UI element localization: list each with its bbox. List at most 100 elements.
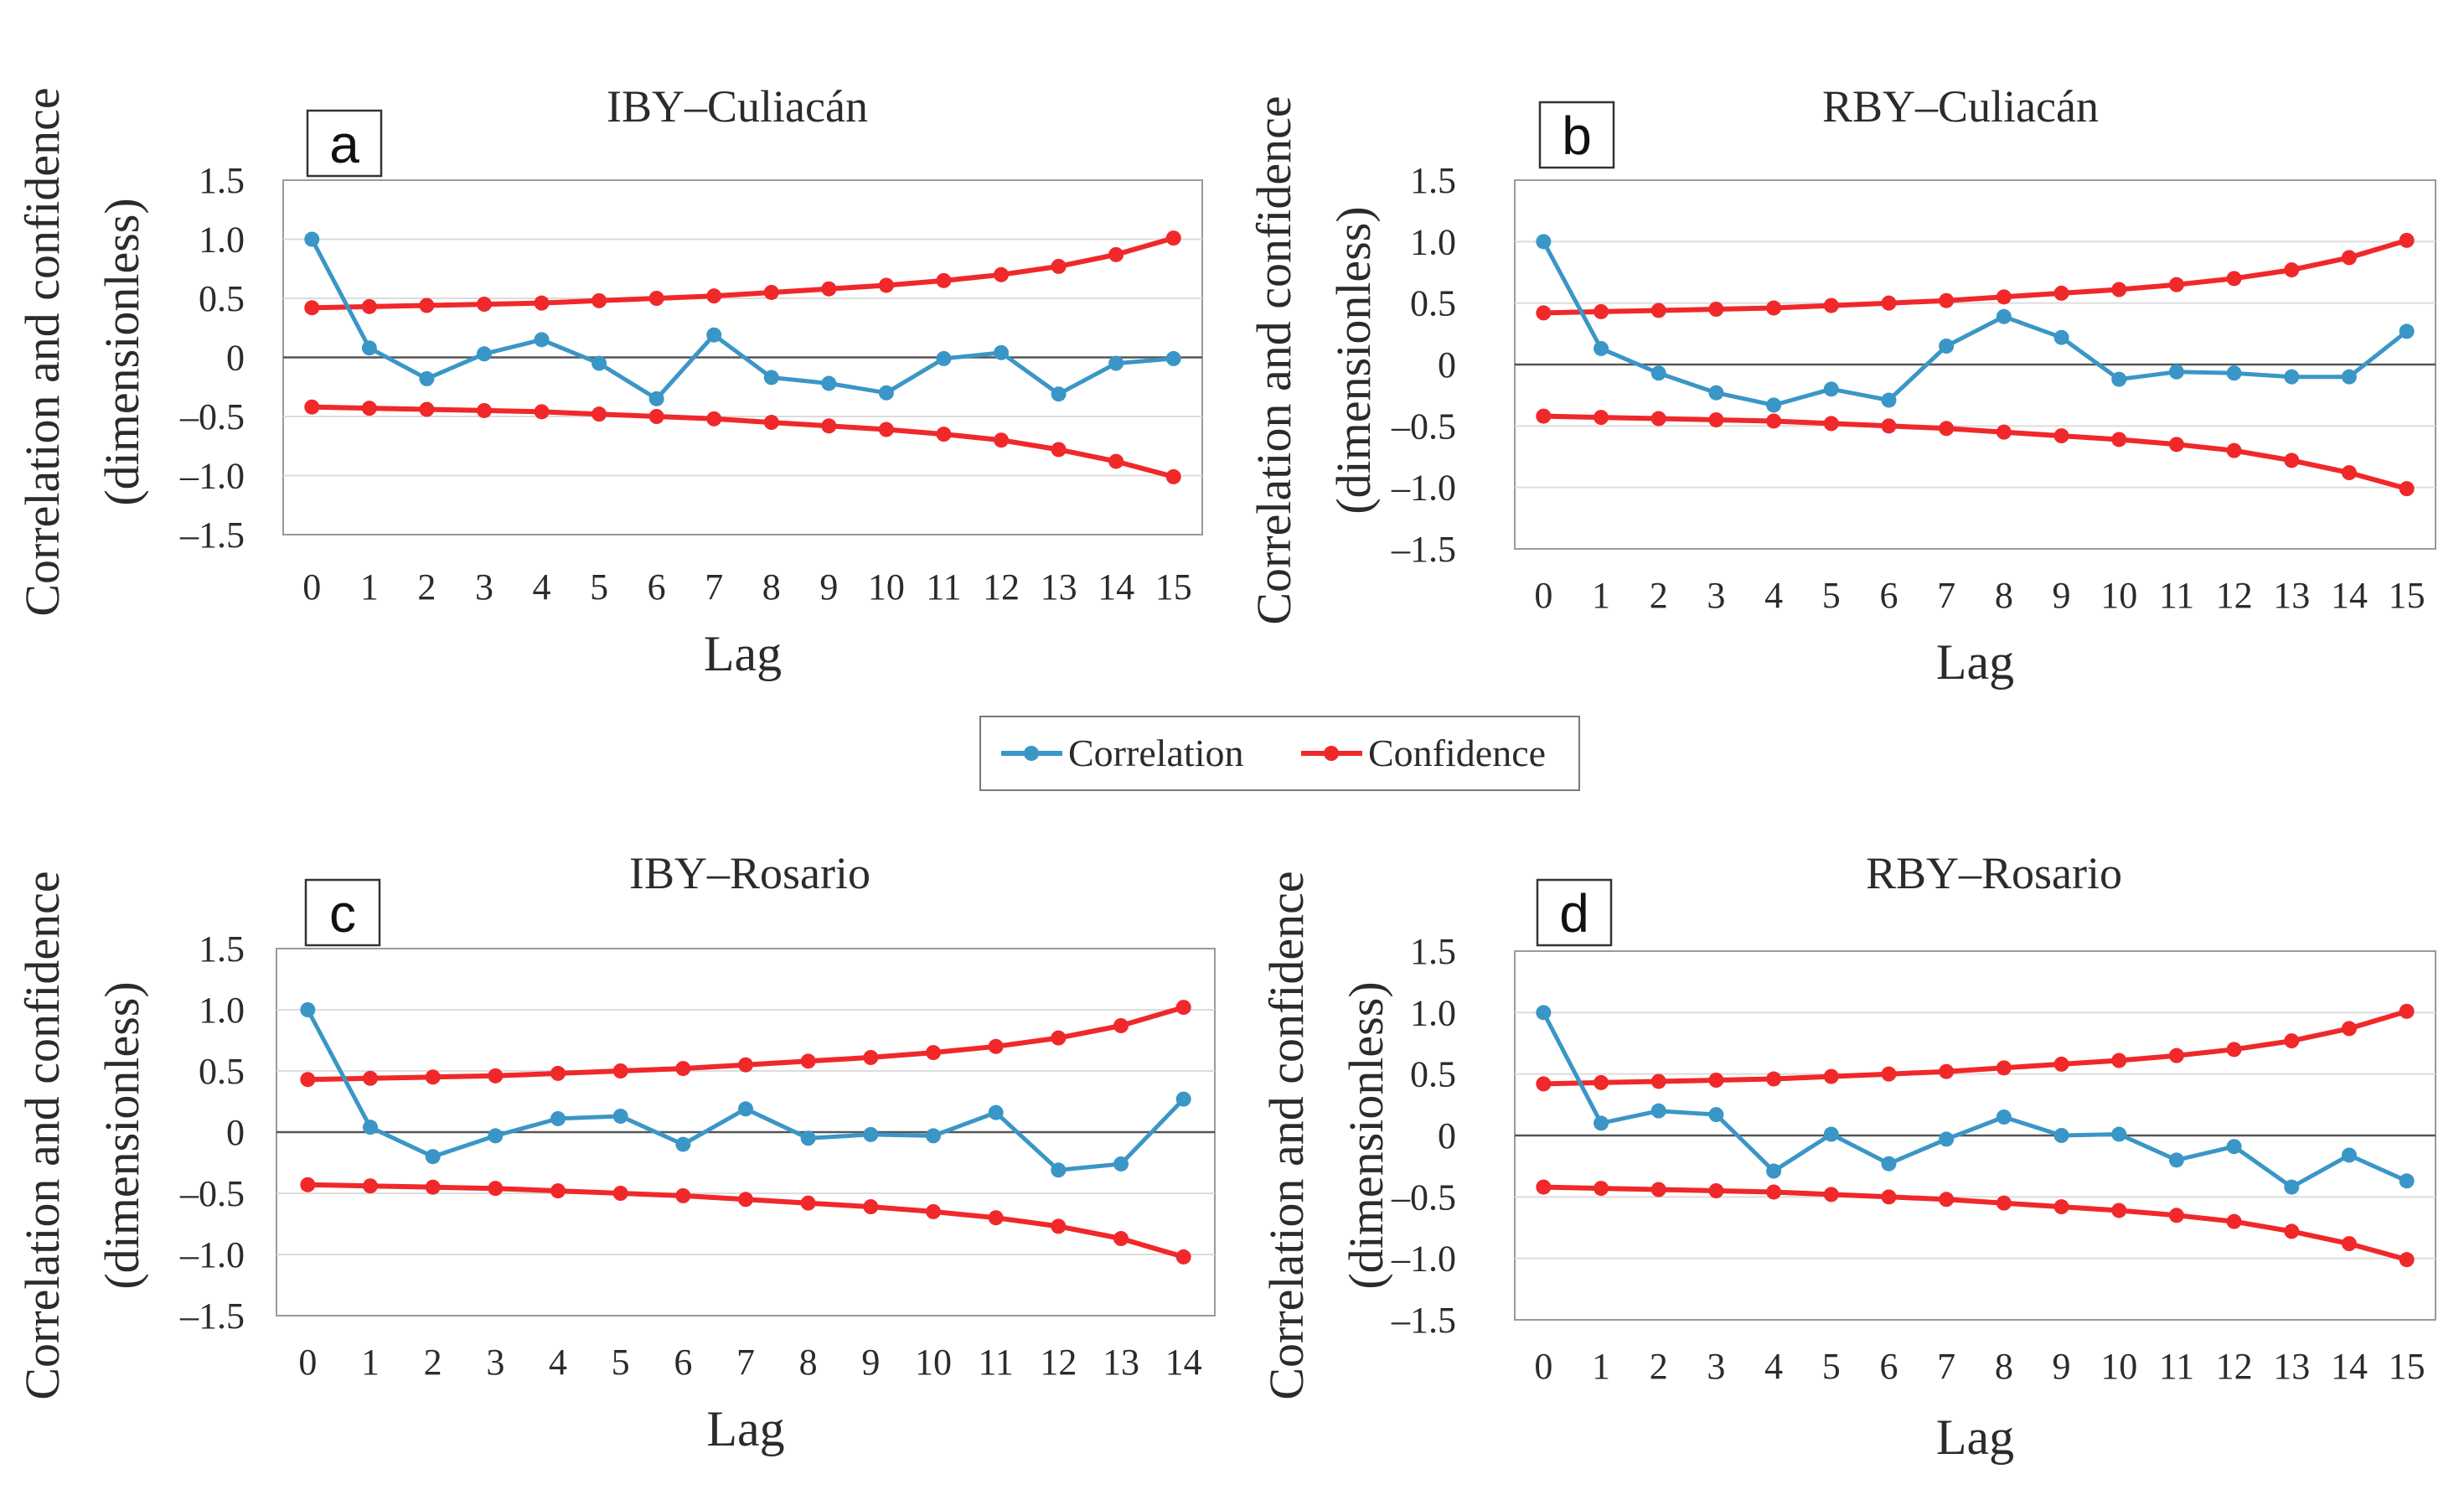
x-tick-label: 3: [1707, 1346, 1725, 1387]
data-point-confidence-lower: [1996, 424, 2012, 440]
legend-correlation-marker: [1024, 746, 1039, 761]
data-point-confidence-lower: [2053, 428, 2069, 444]
x-tick-label: 12: [2216, 575, 2253, 616]
data-point-confidence-upper: [1594, 1074, 1609, 1090]
x-tick-label: 0: [1534, 1346, 1552, 1387]
data-point-confidence-lower: [419, 401, 435, 417]
x-tick-label: 1: [1592, 575, 1610, 616]
x-tick-label: 2: [424, 1342, 442, 1383]
x-tick-label: 11: [2159, 575, 2194, 616]
data-point-correlation: [1766, 1163, 1782, 1179]
y-axis-label: Correlation and confidence: [1247, 96, 1301, 624]
panel-label: d: [1559, 883, 1589, 944]
x-tick-label: 12: [2216, 1346, 2253, 1387]
data-point-confidence-lower: [534, 404, 550, 420]
panel-label: b: [1562, 106, 1592, 166]
y-tick-label: –0.5: [179, 1173, 245, 1214]
y-axis-label-units: (dimensionless): [95, 198, 149, 505]
data-point-correlation: [1165, 350, 1181, 366]
chart-title: IBY–Rosario: [629, 848, 870, 898]
panel-label: c: [329, 883, 356, 944]
data-point-correlation: [1766, 397, 1782, 413]
y-axis-label-units: (dimensionless): [1339, 981, 1393, 1289]
data-point-confidence-upper: [648, 291, 664, 306]
x-tick-label: 5: [612, 1342, 630, 1383]
legend-confidence-label: Confidence: [1368, 732, 1546, 774]
y-tick-label: 1.5: [1410, 160, 1456, 201]
legend-confidence-marker: [1324, 746, 1339, 761]
data-point-confidence-lower: [361, 401, 377, 416]
data-point-confidence-upper: [1881, 1066, 1897, 1082]
x-tick-label: 0: [298, 1342, 317, 1383]
y-tick-label: –1.5: [1391, 1300, 1456, 1341]
data-point-correlation: [1113, 1156, 1129, 1172]
data-point-confidence-upper: [363, 1070, 378, 1086]
data-point-confidence-lower: [2341, 465, 2357, 481]
data-point-confidence-lower: [648, 409, 664, 424]
x-tick-label: 11: [978, 1342, 1013, 1383]
data-point-confidence-upper: [936, 272, 952, 288]
data-point-correlation: [821, 375, 837, 391]
data-point-correlation: [2053, 329, 2069, 345]
x-tick-label: 4: [1764, 1346, 1783, 1387]
x-tick-label: 2: [1650, 575, 1668, 616]
data-point-confidence-lower: [994, 432, 1010, 448]
data-point-confidence-lower: [304, 399, 320, 415]
y-tick-label: 0: [226, 1112, 245, 1153]
data-point-confidence-upper: [2111, 1053, 2127, 1068]
legend-correlation-label: Correlation: [1068, 732, 1244, 774]
data-point-confidence-upper: [2053, 1056, 2069, 1072]
data-point-confidence-lower: [1650, 1182, 1666, 1197]
data-point-confidence-lower: [612, 1186, 628, 1201]
x-tick-label: 5: [1822, 1346, 1841, 1387]
data-point-confidence-lower: [488, 1181, 504, 1197]
x-tick-label: 2: [417, 566, 436, 608]
data-point-confidence-lower: [300, 1177, 316, 1192]
data-point-confidence-upper: [1536, 1076, 1552, 1092]
data-point-confidence-upper: [2399, 1003, 2415, 1019]
y-tick-label: –1.0: [179, 456, 245, 497]
data-point-correlation: [1708, 385, 1724, 401]
data-point-confidence-lower: [878, 422, 894, 437]
data-point-confidence-upper: [1594, 303, 1609, 319]
y-tick-label: 1.5: [1410, 931, 1456, 972]
data-point-confidence-upper: [1650, 1073, 1666, 1089]
data-point-confidence-upper: [300, 1072, 316, 1088]
data-point-confidence-lower: [476, 402, 492, 418]
y-tick-label: –1.5: [179, 1296, 245, 1337]
data-point-confidence-lower: [800, 1195, 816, 1211]
data-point-confidence-upper: [800, 1053, 816, 1069]
data-point-correlation: [800, 1130, 816, 1146]
data-point-confidence-lower: [425, 1179, 441, 1195]
data-point-confidence-lower: [550, 1183, 566, 1199]
data-point-confidence-lower: [738, 1192, 753, 1208]
x-tick-label: 3: [486, 1342, 504, 1383]
panel-label-box: [306, 109, 383, 178]
x-tick-label: 3: [475, 566, 493, 608]
y-tick-label: 1.5: [199, 160, 245, 201]
y-axis-label-units: (dimensionless): [95, 981, 149, 1289]
data-point-confidence-lower: [2284, 453, 2300, 468]
x-tick-label: 7: [705, 566, 723, 608]
x-tick-label: 7: [1937, 1346, 1955, 1387]
chart-title: RBY–Culiacán: [1822, 81, 2099, 132]
data-point-confidence-lower: [1650, 411, 1666, 427]
data-point-confidence-upper: [425, 1069, 441, 1085]
data-point-confidence-lower: [1594, 410, 1609, 426]
panel-label-box: [304, 878, 381, 947]
panels: 1.51.00.50–0.5–1.0–1.50 1 2 3 4 5 6 7 8 9 10 11 12 13…: [15, 81, 2436, 1465]
data-point-correlation: [534, 332, 550, 348]
x-tick-label: 0: [302, 566, 321, 608]
x-tick-label: 1: [1592, 1346, 1610, 1387]
data-point-confidence-lower: [1939, 421, 1955, 437]
data-point-confidence-lower: [1536, 408, 1552, 424]
data-point-confidence-lower: [1051, 1218, 1067, 1234]
data-point-confidence-upper: [304, 300, 320, 316]
data-point-confidence-lower: [706, 411, 722, 427]
data-point-correlation: [936, 350, 952, 366]
data-point-confidence-upper: [1051, 258, 1067, 274]
data-point-correlation: [2053, 1128, 2069, 1143]
x-tick-label: 14: [2331, 1346, 2368, 1387]
x-tick-label: 10: [2100, 1346, 2137, 1387]
data-point-confidence-upper: [361, 298, 377, 314]
